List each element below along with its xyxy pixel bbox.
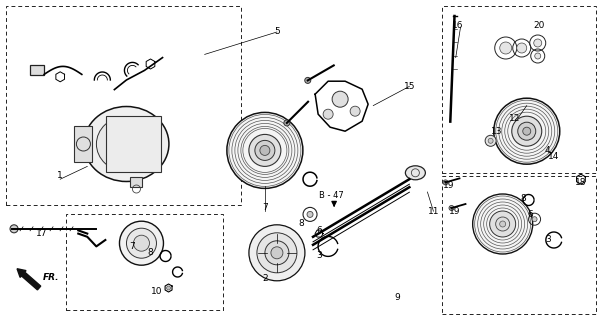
- Circle shape: [517, 43, 527, 53]
- Text: 19: 19: [448, 207, 461, 216]
- Bar: [6, 6, 241, 205]
- Ellipse shape: [109, 128, 144, 160]
- Circle shape: [449, 205, 454, 211]
- Circle shape: [152, 131, 157, 137]
- Circle shape: [126, 228, 157, 258]
- FancyArrow shape: [17, 269, 41, 290]
- Circle shape: [305, 77, 311, 84]
- Ellipse shape: [96, 116, 157, 172]
- Text: 11: 11: [427, 207, 439, 216]
- Bar: [66, 214, 223, 310]
- Text: 16: 16: [452, 21, 464, 30]
- Circle shape: [495, 217, 510, 231]
- Circle shape: [249, 134, 281, 166]
- Text: 7: 7: [129, 242, 135, 251]
- Circle shape: [350, 106, 360, 116]
- Ellipse shape: [405, 166, 426, 180]
- Text: 9: 9: [394, 293, 400, 302]
- Circle shape: [500, 221, 506, 227]
- Text: 2: 2: [262, 274, 268, 283]
- Circle shape: [535, 53, 541, 59]
- Circle shape: [494, 98, 560, 164]
- Bar: [107, 116, 161, 172]
- Circle shape: [227, 112, 303, 188]
- Circle shape: [489, 211, 516, 237]
- Text: 3: 3: [316, 252, 322, 260]
- Text: FR.: FR.: [43, 274, 60, 283]
- Text: 1: 1: [57, 172, 63, 180]
- Circle shape: [534, 39, 542, 47]
- Text: 5: 5: [274, 28, 280, 36]
- Circle shape: [307, 212, 313, 217]
- Circle shape: [323, 109, 333, 119]
- Text: 8: 8: [147, 248, 154, 257]
- Circle shape: [443, 180, 448, 185]
- Circle shape: [500, 42, 512, 54]
- Text: 17: 17: [36, 229, 48, 238]
- Text: 14: 14: [548, 152, 559, 161]
- Circle shape: [134, 131, 140, 137]
- Circle shape: [271, 247, 283, 259]
- Bar: [442, 6, 596, 173]
- Bar: [442, 176, 596, 314]
- Circle shape: [255, 140, 275, 160]
- Ellipse shape: [84, 107, 169, 181]
- Circle shape: [488, 138, 493, 143]
- Circle shape: [152, 151, 157, 157]
- Bar: [75, 126, 93, 162]
- Text: 12: 12: [509, 114, 520, 123]
- Circle shape: [473, 194, 533, 254]
- Circle shape: [10, 225, 18, 233]
- Circle shape: [518, 122, 536, 140]
- Text: 3: 3: [545, 236, 551, 244]
- Circle shape: [134, 235, 149, 251]
- Ellipse shape: [119, 137, 134, 151]
- Text: 8: 8: [298, 220, 304, 228]
- Circle shape: [523, 127, 531, 135]
- Circle shape: [257, 233, 297, 273]
- Text: 15: 15: [403, 82, 415, 91]
- Circle shape: [265, 241, 289, 265]
- Circle shape: [332, 91, 348, 107]
- Text: 13: 13: [491, 127, 503, 136]
- Bar: [30, 65, 44, 76]
- Text: 10: 10: [150, 287, 163, 296]
- Text: B - 47: B - 47: [318, 191, 344, 200]
- Circle shape: [119, 221, 164, 265]
- Text: 7: 7: [262, 204, 268, 212]
- Circle shape: [260, 145, 270, 156]
- Text: 6: 6: [527, 210, 533, 219]
- Text: 8: 8: [521, 194, 527, 203]
- Circle shape: [249, 225, 305, 281]
- Bar: [131, 177, 143, 187]
- Text: 19: 19: [442, 181, 455, 190]
- Circle shape: [512, 116, 542, 146]
- Text: 6: 6: [316, 226, 322, 235]
- Circle shape: [532, 217, 537, 222]
- Text: 18: 18: [575, 178, 587, 187]
- Text: 4: 4: [545, 146, 551, 155]
- Circle shape: [167, 286, 170, 290]
- Circle shape: [485, 135, 496, 146]
- Circle shape: [134, 151, 140, 157]
- Circle shape: [284, 120, 290, 126]
- Text: 20: 20: [533, 21, 544, 30]
